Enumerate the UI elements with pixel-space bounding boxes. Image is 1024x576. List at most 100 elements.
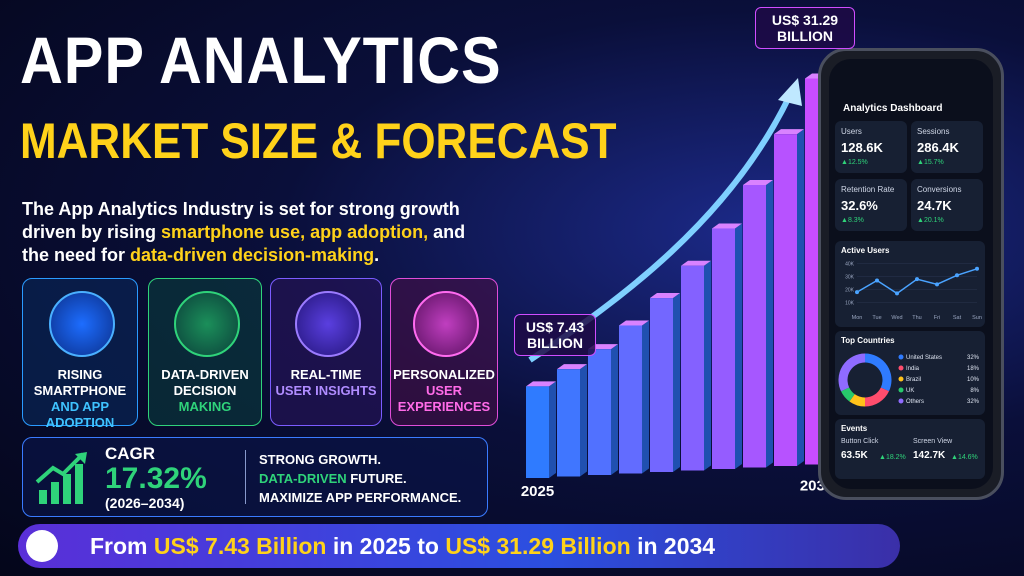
stat-label: Sessions [917, 127, 950, 136]
legend-swatch [898, 376, 904, 382]
bar-side [580, 364, 587, 477]
x-tick-label: Tue [872, 315, 881, 321]
value-label: 8% [970, 388, 979, 394]
bar-top [557, 364, 587, 370]
tagline: STRONG GROWTH. DATA-DRIVEN FUTURE. MAXIM… [259, 450, 461, 507]
cagr-value: 17.32% [105, 462, 207, 495]
intro-highlight: data-driven decision-making [130, 245, 375, 265]
event-value: 142.7K [913, 450, 946, 461]
arrow-head [778, 78, 802, 106]
donut-slice [864, 353, 892, 392]
feature-card: DATA-DRIVEN DECISION MAKING [148, 278, 262, 426]
feature-icon [295, 291, 361, 357]
bar [526, 386, 549, 478]
x-tick-label: Fri [934, 315, 940, 321]
point [875, 278, 879, 283]
donut-slice [841, 387, 855, 402]
stat-card: Users 128.6K 12.5% [835, 121, 907, 173]
bar-side [642, 320, 649, 474]
y-tick-label: 30K [845, 275, 855, 281]
countries-panel: Top Countries United States 32% India 18% Br… [835, 331, 985, 415]
bar-top [743, 180, 773, 186]
value-label: US$ 31.29 BILLION [755, 6, 855, 49]
panel-title: Top Countries [841, 336, 895, 345]
bar-top [619, 320, 649, 326]
bar [588, 349, 611, 475]
footer-part: in 2034 [630, 533, 716, 559]
feature-text: REAL-TIME [290, 367, 362, 382]
stat-change: 20.1% [917, 217, 944, 224]
bar-top [681, 260, 711, 266]
intro: The App Analytics Industry is set for st… [22, 198, 492, 267]
phone: Analytics Dashboard Users 128.6K 12.5% Sess… [818, 48, 1004, 500]
point [975, 266, 979, 271]
bar-top [774, 129, 804, 135]
divider [245, 450, 246, 504]
feature-icon [174, 291, 240, 357]
value-label: 32% [967, 355, 980, 361]
stat-change: 12.5% [841, 159, 868, 166]
event-change: 18.2% [879, 454, 906, 461]
feature-text: RISING SMARTPHONE [33, 367, 127, 398]
subtitle: MARKET SIZE & FORECAST [20, 113, 617, 169]
value-label: 10% [967, 377, 980, 383]
y-tick-label: 10K [845, 301, 855, 307]
stat-value: 32.6% [841, 198, 878, 213]
stat-value: 128.6K [841, 140, 883, 155]
feature-card: REAL-TIME USER INSIGHTS [270, 278, 382, 426]
stat-value: 24.7K [917, 198, 952, 213]
stat-value: 286.4K [917, 140, 959, 155]
point [935, 282, 939, 287]
value-label: US$ 7.43 BILLION [514, 314, 596, 357]
footer-part: in 2025 to [326, 533, 446, 559]
panel-title: Active Users [841, 246, 890, 255]
feature-card: RISING SMARTPHONE AND APP ADOPTION [22, 278, 138, 430]
stat-label: Conversions [917, 185, 962, 194]
bar-side [797, 129, 804, 467]
intro-text: . [374, 245, 380, 265]
y-tick-label: 20K [845, 288, 855, 294]
tagline-line: MAXIMIZE APP PERFORMANCE. [259, 490, 462, 505]
feature-text: PERSONALIZED [393, 367, 495, 382]
bar-chart: 2025 2034 [521, 73, 830, 500]
tagline-highlight: DATA-DRIVEN [259, 471, 347, 486]
bar-side [704, 260, 711, 471]
point [895, 291, 899, 296]
cagr-box: CAGR 17.32% (2026–2034) STRONG GROWTH. D… [22, 437, 488, 517]
feature-card: PERSONALIZED USER EXPERIENCES [390, 278, 498, 426]
bar-side [611, 344, 618, 475]
x-tick-label: Thu [912, 315, 921, 321]
stat-label: Users [841, 127, 862, 136]
bar-side [673, 293, 680, 472]
x-tick-label: Sat [953, 315, 962, 321]
legend-label: India [906, 366, 920, 372]
events-panel: Events Button Click 63.5K 18.2% Screen View… [835, 419, 985, 479]
footer-banner: From US$ 7.43 Billion in 2025 to US$ 31.… [18, 524, 900, 568]
bar [681, 265, 704, 471]
legend-label: UK [906, 388, 914, 394]
footer-icon [26, 530, 58, 562]
point [915, 277, 919, 282]
dashboard-title: Analytics Dashboard [843, 103, 943, 114]
bar [743, 185, 766, 468]
cagr-label: CAGR [105, 444, 156, 463]
tagline-text: FUTURE. [346, 471, 407, 486]
intro-highlight: smartphone use, app adoption, [161, 222, 429, 242]
x-tick-label: Wed [891, 315, 902, 321]
panel-title: Events [841, 424, 868, 433]
donut-slice [838, 353, 866, 392]
bar [712, 228, 735, 469]
point [855, 290, 859, 295]
stat-card: Conversions 24.7K 20.1% [911, 179, 983, 231]
footer-highlight: US$ 31.29 Billion [445, 533, 631, 559]
feature-highlight: USER INSIGHTS [275, 383, 377, 398]
bar-side [766, 180, 773, 468]
feature-text: DATA-DRIVEN DECISION [161, 367, 249, 398]
x-tick-label: Sun [972, 315, 982, 321]
legend-label: United States [906, 355, 942, 361]
bar-side [549, 381, 556, 478]
x-tick-label: Mon [852, 315, 863, 321]
legend-label: Others [906, 399, 924, 405]
feature-icon [413, 291, 479, 357]
